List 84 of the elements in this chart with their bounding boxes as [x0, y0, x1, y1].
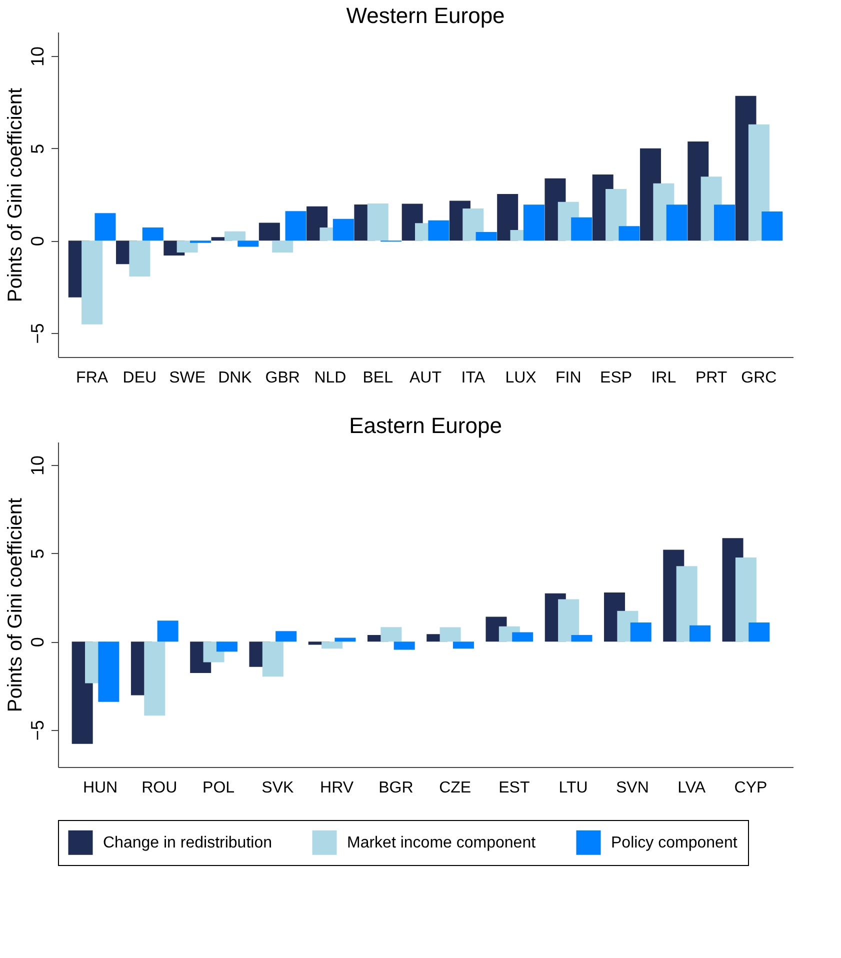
bar [157, 620, 178, 642]
x-tick-label: CZE [439, 780, 472, 796]
bar [476, 232, 497, 241]
bar [129, 240, 150, 276]
y-tick-label: 5 [28, 144, 48, 154]
bar [285, 211, 306, 241]
bar [258, 222, 280, 241]
y-tick-label: −5 [28, 323, 48, 344]
x-tick-label: EST [498, 780, 530, 796]
bar [748, 124, 770, 241]
x-tick-label: GRC [741, 370, 777, 386]
legend-label: Change in redistribution [103, 834, 272, 852]
x-tick-label: FIN [556, 370, 582, 386]
bar [497, 194, 518, 241]
bar [142, 228, 164, 241]
x-tick-label: PRT [695, 370, 728, 386]
x-tick-label: POL [202, 780, 235, 796]
x-tick-label: SWE [169, 370, 206, 386]
bar [571, 635, 592, 642]
bar [238, 240, 259, 247]
bar [367, 204, 388, 241]
y-tick-label: 10 [28, 46, 48, 67]
x-tick-label: BEL [362, 370, 394, 386]
bar [216, 642, 238, 652]
bar [762, 211, 783, 241]
bar [176, 240, 198, 252]
x-tick-label: DEU [122, 370, 157, 386]
x-tick-label: ROU [142, 780, 178, 796]
bar [676, 566, 698, 642]
x-tick-label: SVK [262, 780, 294, 796]
x-tick-label: GBR [265, 370, 300, 386]
y-axis-title: Points of Gini coefficient [4, 87, 26, 302]
bar [452, 642, 474, 649]
x-tick-label: LUX [505, 370, 537, 386]
bar [98, 642, 120, 702]
bar [630, 622, 652, 642]
bar [512, 632, 534, 642]
bar [272, 240, 294, 252]
x-tick-label: LVA [678, 780, 706, 796]
bar [428, 220, 450, 241]
bar [558, 599, 580, 642]
bar [94, 213, 116, 241]
legend-label: Market income component [347, 834, 536, 852]
y-tick-label: 10 [28, 455, 48, 476]
bar [394, 642, 415, 650]
bar [144, 642, 166, 716]
y-tick-label: −5 [28, 720, 48, 741]
bar [748, 622, 770, 642]
bar [322, 642, 343, 649]
x-tick-label: DNK [218, 370, 252, 386]
bar [332, 218, 354, 241]
legend-label: Policy component [611, 834, 738, 852]
x-tick-label: NLD [314, 370, 346, 386]
y-axis-title: Points of Gini coefficient [4, 497, 26, 712]
bar [714, 204, 735, 241]
x-tick-label: SVN [616, 780, 649, 796]
x-tick-label: HUN [82, 780, 118, 796]
x-tick-label: AUT [410, 370, 442, 386]
bar [224, 231, 246, 241]
bar [440, 627, 461, 642]
x-tick-label: ITA [461, 370, 486, 386]
y-tick-label: 0 [28, 637, 48, 648]
bar [571, 217, 592, 241]
chart-title: Eastern Europe [349, 413, 502, 438]
bar [523, 204, 544, 241]
y-tick-label: 5 [28, 548, 48, 559]
x-tick-label: CYP [734, 780, 768, 796]
bar [276, 631, 297, 642]
x-tick-label: FRA [76, 370, 108, 386]
x-tick-label: HRV [320, 780, 354, 796]
bar [262, 642, 284, 677]
bar [735, 558, 756, 642]
bar [334, 638, 356, 642]
y-tick-label: 0 [28, 236, 48, 246]
x-tick-label: LTU [558, 780, 588, 796]
x-tick-label: IRL [651, 370, 676, 386]
bar [690, 625, 710, 642]
bar [618, 226, 640, 241]
bar [82, 240, 103, 324]
x-tick-label: BGR [378, 780, 414, 796]
bar [380, 627, 402, 642]
bar [666, 204, 688, 241]
chart-title: Western Europe [346, 3, 505, 28]
x-tick-label: ESP [600, 370, 632, 386]
